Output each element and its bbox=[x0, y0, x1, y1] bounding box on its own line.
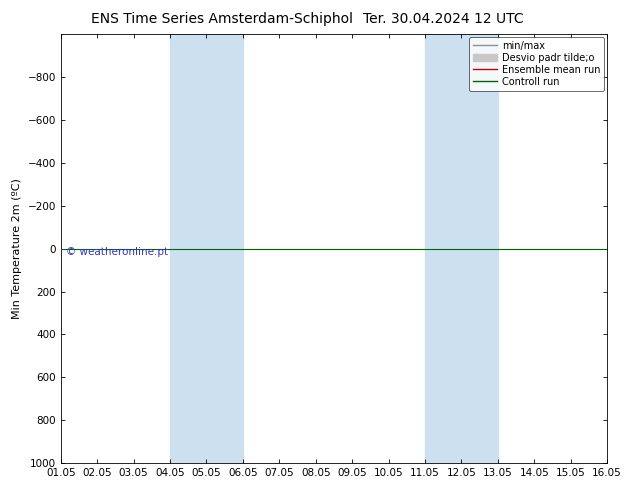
Legend: min/max, Desvio padr tilde;o, Ensemble mean run, Controll run: min/max, Desvio padr tilde;o, Ensemble m… bbox=[469, 37, 604, 91]
Y-axis label: Min Temperature 2m (ºC): Min Temperature 2m (ºC) bbox=[12, 178, 22, 319]
Text: Ter. 30.04.2024 12 UTC: Ter. 30.04.2024 12 UTC bbox=[363, 12, 524, 26]
Bar bbox=[425, 34, 498, 463]
Text: ENS Time Series Amsterdam-Schiphol: ENS Time Series Amsterdam-Schiphol bbox=[91, 12, 353, 26]
Bar bbox=[170, 34, 243, 463]
Text: © weatheronline.pt: © weatheronline.pt bbox=[67, 247, 169, 257]
